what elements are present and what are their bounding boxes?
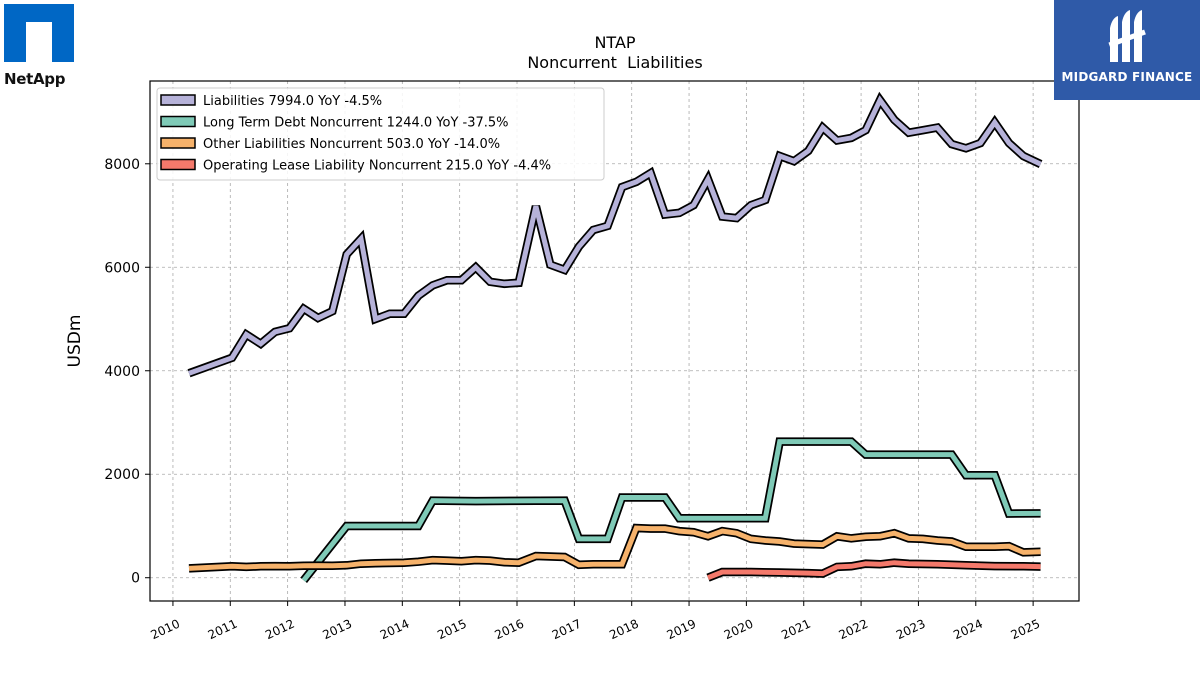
legend-swatch (160, 94, 196, 106)
series-line-2 (188, 523, 1041, 573)
x-tick-label: 2020 (722, 617, 756, 643)
series-stroke (301, 439, 1041, 582)
x-tick-label: 2015 (435, 617, 469, 643)
netapp-logo-text: NetApp (4, 70, 66, 88)
x-tick-label: 2022 (837, 617, 871, 643)
y-tick-label: 6000 (104, 260, 140, 276)
netapp-logo: NetApp (4, 4, 80, 94)
series-lines (187, 91, 1043, 583)
netapp-logo-mark (4, 4, 74, 62)
x-tick-label: 2024 (951, 617, 985, 643)
chart-subtitle: Noncurrent Liabilities (527, 53, 702, 72)
plot-frame (149, 80, 1080, 602)
x-tick-label: 2011 (206, 617, 240, 643)
legend-label: Liabilities 7994.0 YoY -4.5% (203, 94, 382, 109)
legend-box (156, 87, 605, 181)
legend-swatch (160, 158, 196, 171)
y-tick-label: 8000 (104, 157, 140, 173)
x-tick-label: 2021 (779, 617, 813, 643)
series-stroke (707, 560, 1041, 581)
midgard-finance-logo: MIDGARD FINANCE (1054, 0, 1200, 100)
series-line-3 (706, 558, 1041, 582)
x-tick-label: 2023 (894, 617, 928, 643)
midgard-logo-text: MIDGARD FINANCE (1061, 70, 1193, 84)
y-axis-ticks: 0 2000 4000 6000 8000 (104, 157, 150, 587)
y-tick-label: 2000 (104, 467, 140, 483)
x-tick-label: 2013 (320, 617, 354, 643)
x-axis-ticks: 2010 2011 2012 2013 2014 2015 2016 2017 2018 2019… (148, 601, 1042, 642)
legend-swatch (160, 137, 196, 149)
legend-label: Long Term Debt Noncurrent 1244.0 YoY -37… (203, 116, 509, 131)
legend-item-1: Long Term Debt Noncurrent 1244.0 YoY -37… (160, 115, 509, 131)
legend-swatch (160, 115, 196, 128)
legend-item-2: Other Liabilities Noncurrent 503.0 YoY -… (160, 137, 500, 152)
legend-label: Operating Lease Liability Noncurrent 215… (203, 159, 551, 174)
x-tick-label: 2019 (665, 617, 699, 643)
series-stroke (188, 95, 1042, 376)
y-tick-label: 0 (131, 571, 140, 587)
series-stroke (188, 525, 1041, 571)
x-tick-label: 2025 (1009, 617, 1043, 643)
legend: Liabilities 7994.0 YoY -4.5% Long Term De… (156, 87, 605, 181)
series-line-0 (187, 91, 1043, 378)
x-tick-label: 2012 (263, 617, 297, 643)
x-tick-label: 2014 (378, 617, 412, 643)
chart-title: NTAP (594, 33, 635, 52)
x-tick-label: 2017 (550, 617, 584, 643)
legend-item-3: Operating Lease Liability Noncurrent 215… (160, 158, 551, 174)
x-tick-label: 2018 (607, 617, 641, 643)
midgard-logo-mark (1108, 10, 1146, 62)
y-axis-label: USDm (65, 315, 85, 368)
x-tick-label: 2016 (493, 617, 527, 643)
series-line-1 (300, 437, 1041, 583)
y-tick-label: 4000 (104, 364, 140, 380)
legend-label: Other Liabilities Noncurrent 503.0 YoY -… (203, 137, 500, 152)
legend-item-0: Liabilities 7994.0 YoY -4.5% (160, 94, 382, 109)
x-tick-label: 2010 (148, 617, 182, 643)
